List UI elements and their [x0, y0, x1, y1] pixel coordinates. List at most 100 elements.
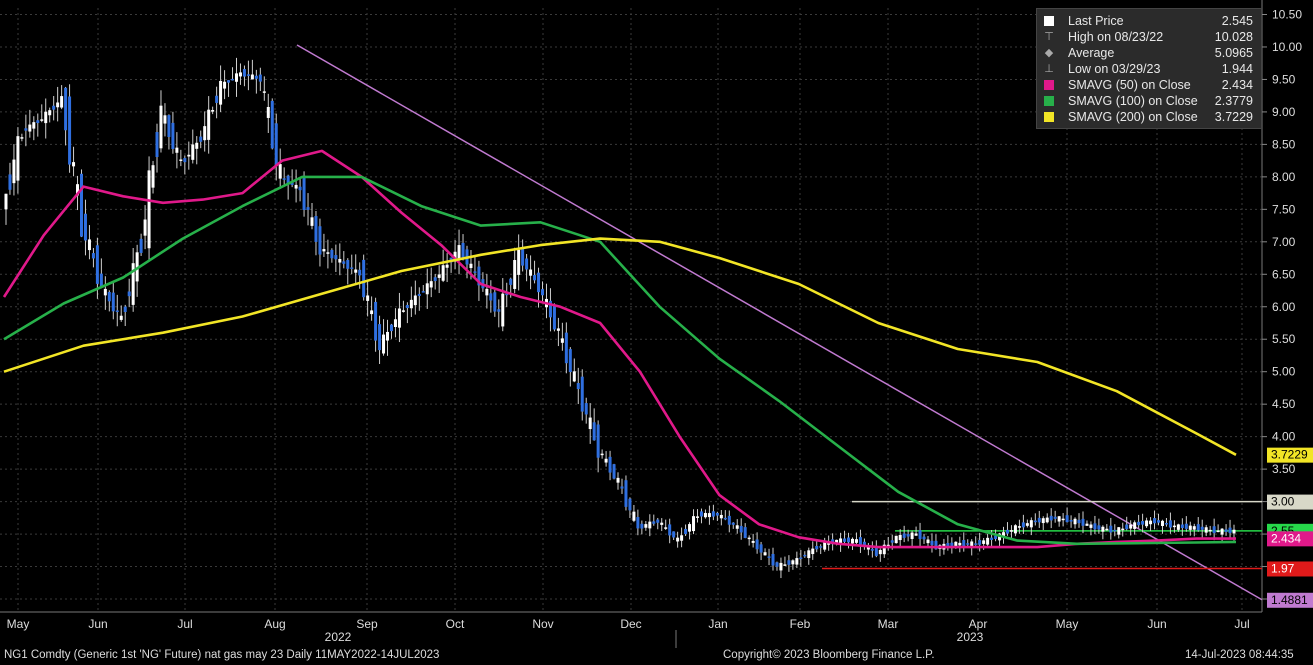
candle-body	[858, 537, 862, 546]
candle-body	[501, 293, 505, 327]
candle-body	[759, 544, 763, 553]
footer-center: Copyright© 2023 Bloomberg Finance L.P.	[723, 649, 935, 661]
x-tick-label: Apr	[969, 617, 988, 631]
candle-body	[533, 275, 537, 281]
candle-body	[1113, 529, 1117, 532]
candle-body	[95, 245, 99, 284]
y-tick-label: 4.00	[1272, 430, 1296, 444]
candle-body	[930, 540, 934, 546]
candle-body	[87, 239, 91, 251]
candle-body	[950, 542, 954, 546]
candle-body	[1005, 529, 1009, 534]
candle-body	[8, 174, 12, 190]
footer: NG1 Comdty (Generic 1st 'NG' Future) nat…	[0, 649, 1313, 665]
candle-body	[513, 260, 517, 289]
candle-body	[584, 403, 588, 415]
candle-body	[743, 527, 747, 538]
candle-body	[24, 128, 28, 131]
candle-body	[588, 417, 592, 430]
candle-body	[648, 521, 652, 529]
candle-body	[1037, 517, 1041, 523]
candle-body	[982, 540, 986, 544]
candle-body	[429, 281, 433, 288]
x-tick-label: Jul	[177, 617, 192, 631]
candle-body	[548, 300, 552, 318]
candle-body	[564, 332, 568, 364]
y-tick-label: 9.00	[1272, 105, 1296, 119]
legend-value: 2.434	[1221, 78, 1253, 92]
candle-body	[469, 263, 473, 269]
candle-body	[270, 100, 274, 149]
candle-body	[787, 560, 791, 565]
candle-body	[707, 513, 711, 518]
candle-body	[711, 511, 715, 517]
candle-body	[1105, 528, 1109, 531]
candle-body	[123, 306, 127, 312]
candle-body	[556, 328, 560, 331]
candle-body	[219, 80, 223, 105]
candle-body	[1153, 518, 1157, 524]
candle-body	[119, 315, 123, 320]
candle-body	[620, 486, 624, 489]
candle-body	[1212, 526, 1216, 534]
moving-averages	[2, 149, 1237, 549]
candle-body	[56, 102, 60, 108]
candle-body	[378, 324, 382, 351]
candle-body	[692, 516, 696, 532]
legend-item: SMAVG (50) on Close 2.434	[1037, 77, 1261, 93]
legend-swatch	[1044, 16, 1054, 26]
legend-swatch	[1044, 80, 1054, 90]
year-label: 2023	[957, 630, 984, 644]
candle-body	[604, 458, 608, 463]
candle-body	[1057, 516, 1061, 522]
candle-body	[640, 523, 644, 529]
y-tick-label: 8.00	[1272, 170, 1296, 184]
candle-body	[652, 521, 656, 524]
candle-body	[338, 258, 342, 263]
candle-body	[1009, 530, 1013, 532]
candle-body	[1133, 522, 1137, 529]
candle-body	[739, 525, 743, 533]
candle-body	[294, 184, 298, 189]
candle-body	[1029, 520, 1033, 528]
candle-body	[60, 96, 64, 108]
candle-body	[1121, 528, 1125, 531]
candle-body	[1204, 527, 1208, 533]
candle-body	[509, 278, 513, 285]
candle-body	[354, 269, 358, 273]
candle-body	[274, 123, 278, 167]
x-tick-label: Oct	[446, 617, 465, 631]
candle-body	[612, 464, 616, 479]
candle-body	[1109, 525, 1113, 533]
candle-body	[1216, 530, 1220, 533]
candle-body	[238, 72, 242, 77]
candle-body	[767, 556, 771, 558]
candle-body	[68, 96, 72, 165]
candle-body	[115, 310, 119, 312]
footer-left: NG1 Comdty (Generic 1st 'NG' Future) nat…	[4, 649, 440, 661]
price-tag	[1267, 447, 1313, 463]
candle-body	[719, 514, 723, 519]
candle-body	[374, 301, 378, 341]
candle-body	[680, 535, 684, 541]
candle-body	[576, 383, 580, 390]
candle-body	[362, 259, 366, 298]
candle-body	[266, 106, 270, 118]
legend-item: SMAVG (100) on Close 2.3779	[1037, 93, 1261, 109]
candle-body	[382, 334, 386, 354]
candle-body	[914, 533, 918, 536]
candle-body	[1196, 524, 1200, 531]
candle-body	[445, 264, 449, 268]
legend-value: 2.3779	[1214, 94, 1253, 108]
legend-value: 3.7229	[1214, 110, 1253, 124]
candle-body	[616, 477, 620, 483]
candle-body	[1160, 520, 1164, 526]
candle-body	[763, 552, 767, 556]
candle-body	[477, 266, 481, 286]
x-tick-label: Mar	[878, 617, 899, 631]
candle-body	[898, 535, 902, 541]
candle-body	[839, 538, 843, 545]
candle-body	[242, 69, 246, 77]
candle-body	[254, 75, 258, 79]
